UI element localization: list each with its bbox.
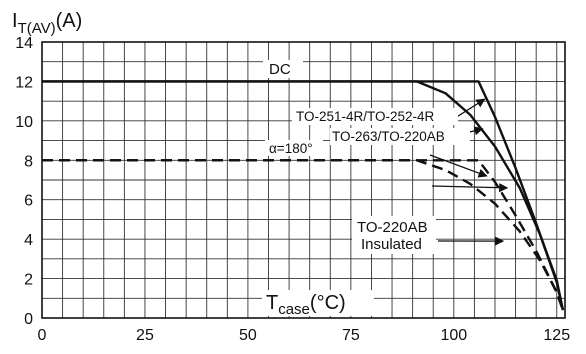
annotation-arrow bbox=[454, 98, 486, 119]
curves bbox=[42, 80, 565, 311]
y-axis-title: IT(AV)(A) bbox=[12, 10, 82, 37]
annotation-to251-to252: TO-251-4R/TO-252-4R bbox=[296, 109, 435, 124]
x-tick-label: 100 bbox=[440, 327, 467, 344]
x-tick-label: 125 bbox=[543, 327, 570, 344]
y-tick-label: 14 bbox=[15, 35, 33, 52]
annotation-arrow bbox=[429, 154, 488, 178]
series-line-4 bbox=[42, 159, 565, 311]
x-axis-title: Tcase(°C) bbox=[266, 292, 346, 318]
y-tick-label: 6 bbox=[24, 193, 33, 210]
annotation-to220ab: TO-220AB bbox=[357, 219, 428, 236]
x-tick-label: 75 bbox=[342, 327, 360, 344]
arrows bbox=[429, 98, 509, 246]
plot-frame bbox=[41, 41, 566, 319]
annotation-dc: DC bbox=[269, 61, 291, 78]
y-tick-label: 10 bbox=[15, 114, 33, 131]
y-tick-label: 12 bbox=[15, 74, 33, 91]
plot-border bbox=[41, 41, 566, 319]
x-tick-label: 50 bbox=[239, 327, 257, 344]
x-tick-label: 0 bbox=[38, 327, 47, 344]
annotation-arrow bbox=[431, 183, 509, 193]
annotation-insulated: Insulated bbox=[361, 236, 422, 253]
x-tick-label: 25 bbox=[136, 327, 154, 344]
y-tick-label: 4 bbox=[24, 232, 33, 249]
grid-lines bbox=[42, 42, 565, 318]
series-line-3 bbox=[42, 159, 565, 311]
y-tick-label: 0 bbox=[24, 311, 33, 328]
y-tick-label: 8 bbox=[24, 153, 33, 170]
y-tick-label: 2 bbox=[24, 272, 33, 289]
annotation-alpha: α=180° bbox=[269, 141, 313, 156]
tick-labels: 0 25 50 75 100 125 0 2 4 6 8 10 12 14 bbox=[15, 35, 570, 344]
series-line-2 bbox=[42, 80, 565, 311]
annotation-to263-to220ab: TO-263/TO-220AB bbox=[332, 129, 445, 144]
